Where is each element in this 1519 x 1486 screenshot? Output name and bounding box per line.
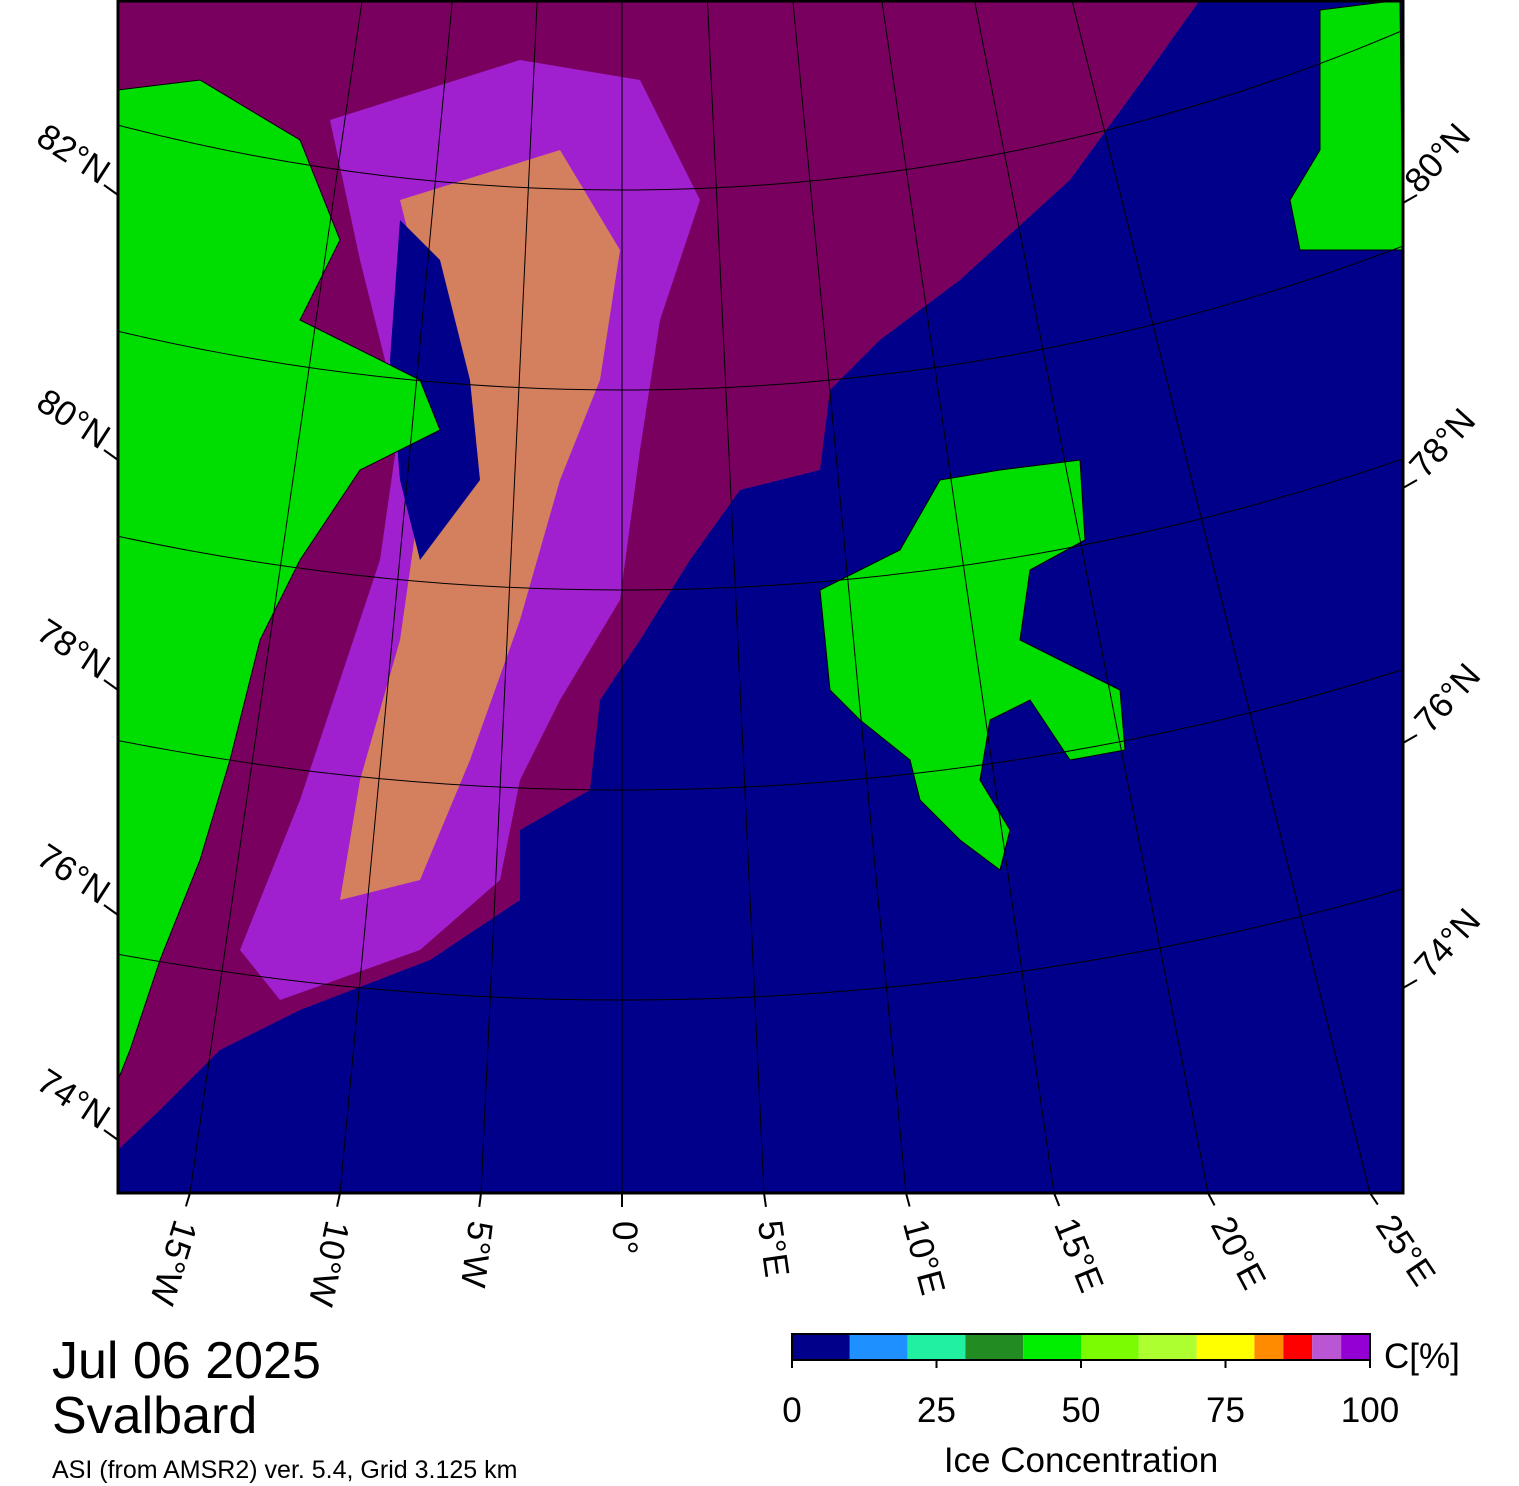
lat-tick [103, 184, 119, 196]
region: Svalbard [52, 1387, 257, 1445]
lon-label: 0° [605, 1221, 644, 1254]
lat-label: 80°N [30, 381, 117, 456]
lon-label: 10°W [301, 1217, 357, 1309]
lon-tick [478, 1192, 482, 1208]
lon-tick [1053, 1192, 1061, 1207]
colorbar-title: Ice Concentration [944, 1441, 1218, 1480]
colorbar-segment [965, 1334, 1024, 1360]
lat-label: 78°N [30, 611, 117, 686]
colorbar-segment [1196, 1334, 1255, 1360]
map-frame [116, 0, 1405, 1195]
colorbar-segment [1081, 1334, 1139, 1360]
lon-tick [184, 1192, 191, 1207]
source: ASI (from AMSR2) ver. 5.4, Grid 3.125 km [52, 1456, 517, 1484]
lat-tick [103, 1129, 119, 1141]
map-area [118, 0, 1403, 1193]
lat-tick [1402, 479, 1418, 489]
lon-label: 15°E [1046, 1212, 1111, 1297]
lat-tick [1402, 734, 1418, 744]
lon-tick [1369, 1192, 1379, 1206]
colorbar-segment [792, 1334, 850, 1360]
lon-label: 15°W [142, 1216, 204, 1310]
colorbar-tick-label: 75 [1206, 1391, 1245, 1430]
colorbar-segment [1312, 1334, 1342, 1360]
lat-tick [1402, 194, 1418, 204]
colorbar-segment [1138, 1334, 1197, 1360]
lat-tick [103, 449, 119, 461]
colorbar-tick-label: 50 [1062, 1391, 1101, 1430]
colorbar-segment [907, 1334, 966, 1360]
lat-label: 82°N [30, 116, 117, 191]
ice-margin [340, 150, 620, 900]
colorbar-unit: C[%] [1384, 1337, 1460, 1376]
lon-label: 25°E [1368, 1208, 1443, 1293]
colorbar-tick-label: 0 [782, 1391, 801, 1430]
lon-tick [336, 1192, 341, 1207]
lat-label: 76°N [1407, 656, 1488, 740]
lon-label: 5°E [750, 1218, 797, 1280]
lat-tick [103, 904, 119, 916]
lon-tick [1207, 1192, 1216, 1206]
graticule [118, 0, 1403, 1193]
colorbar-segment [1341, 1334, 1370, 1360]
date: Jul 06 2025 [52, 1332, 321, 1390]
lat-tick [103, 679, 119, 691]
greenland [118, 79, 441, 1081]
polynya [390, 220, 480, 560]
lon-label: 20°E [1203, 1210, 1273, 1296]
lat-label: 80°N [1397, 116, 1478, 200]
lat-label: 76°N [30, 836, 117, 911]
lat-label: 74°N [30, 1061, 117, 1136]
lon-tick [905, 1192, 911, 1207]
colorbar-segment [1254, 1334, 1284, 1360]
lon-label: 5°W [453, 1219, 500, 1290]
colorbar-segment [1283, 1334, 1313, 1360]
colorbar-segment [1023, 1334, 1081, 1360]
svalbard [819, 459, 1126, 871]
lat-label: 78°N [1402, 401, 1483, 485]
colorbar-tick-label: 25 [917, 1391, 956, 1430]
colorbar-tick-label: 100 [1341, 1391, 1399, 1430]
lon-label: 10°E [895, 1215, 952, 1299]
lon-tick [763, 1192, 767, 1208]
lat-tick [1402, 979, 1418, 989]
franz-josef-land [1289, 0, 1403, 251]
colorbar-segment [849, 1334, 908, 1360]
lat-label: 74°N [1407, 901, 1488, 985]
